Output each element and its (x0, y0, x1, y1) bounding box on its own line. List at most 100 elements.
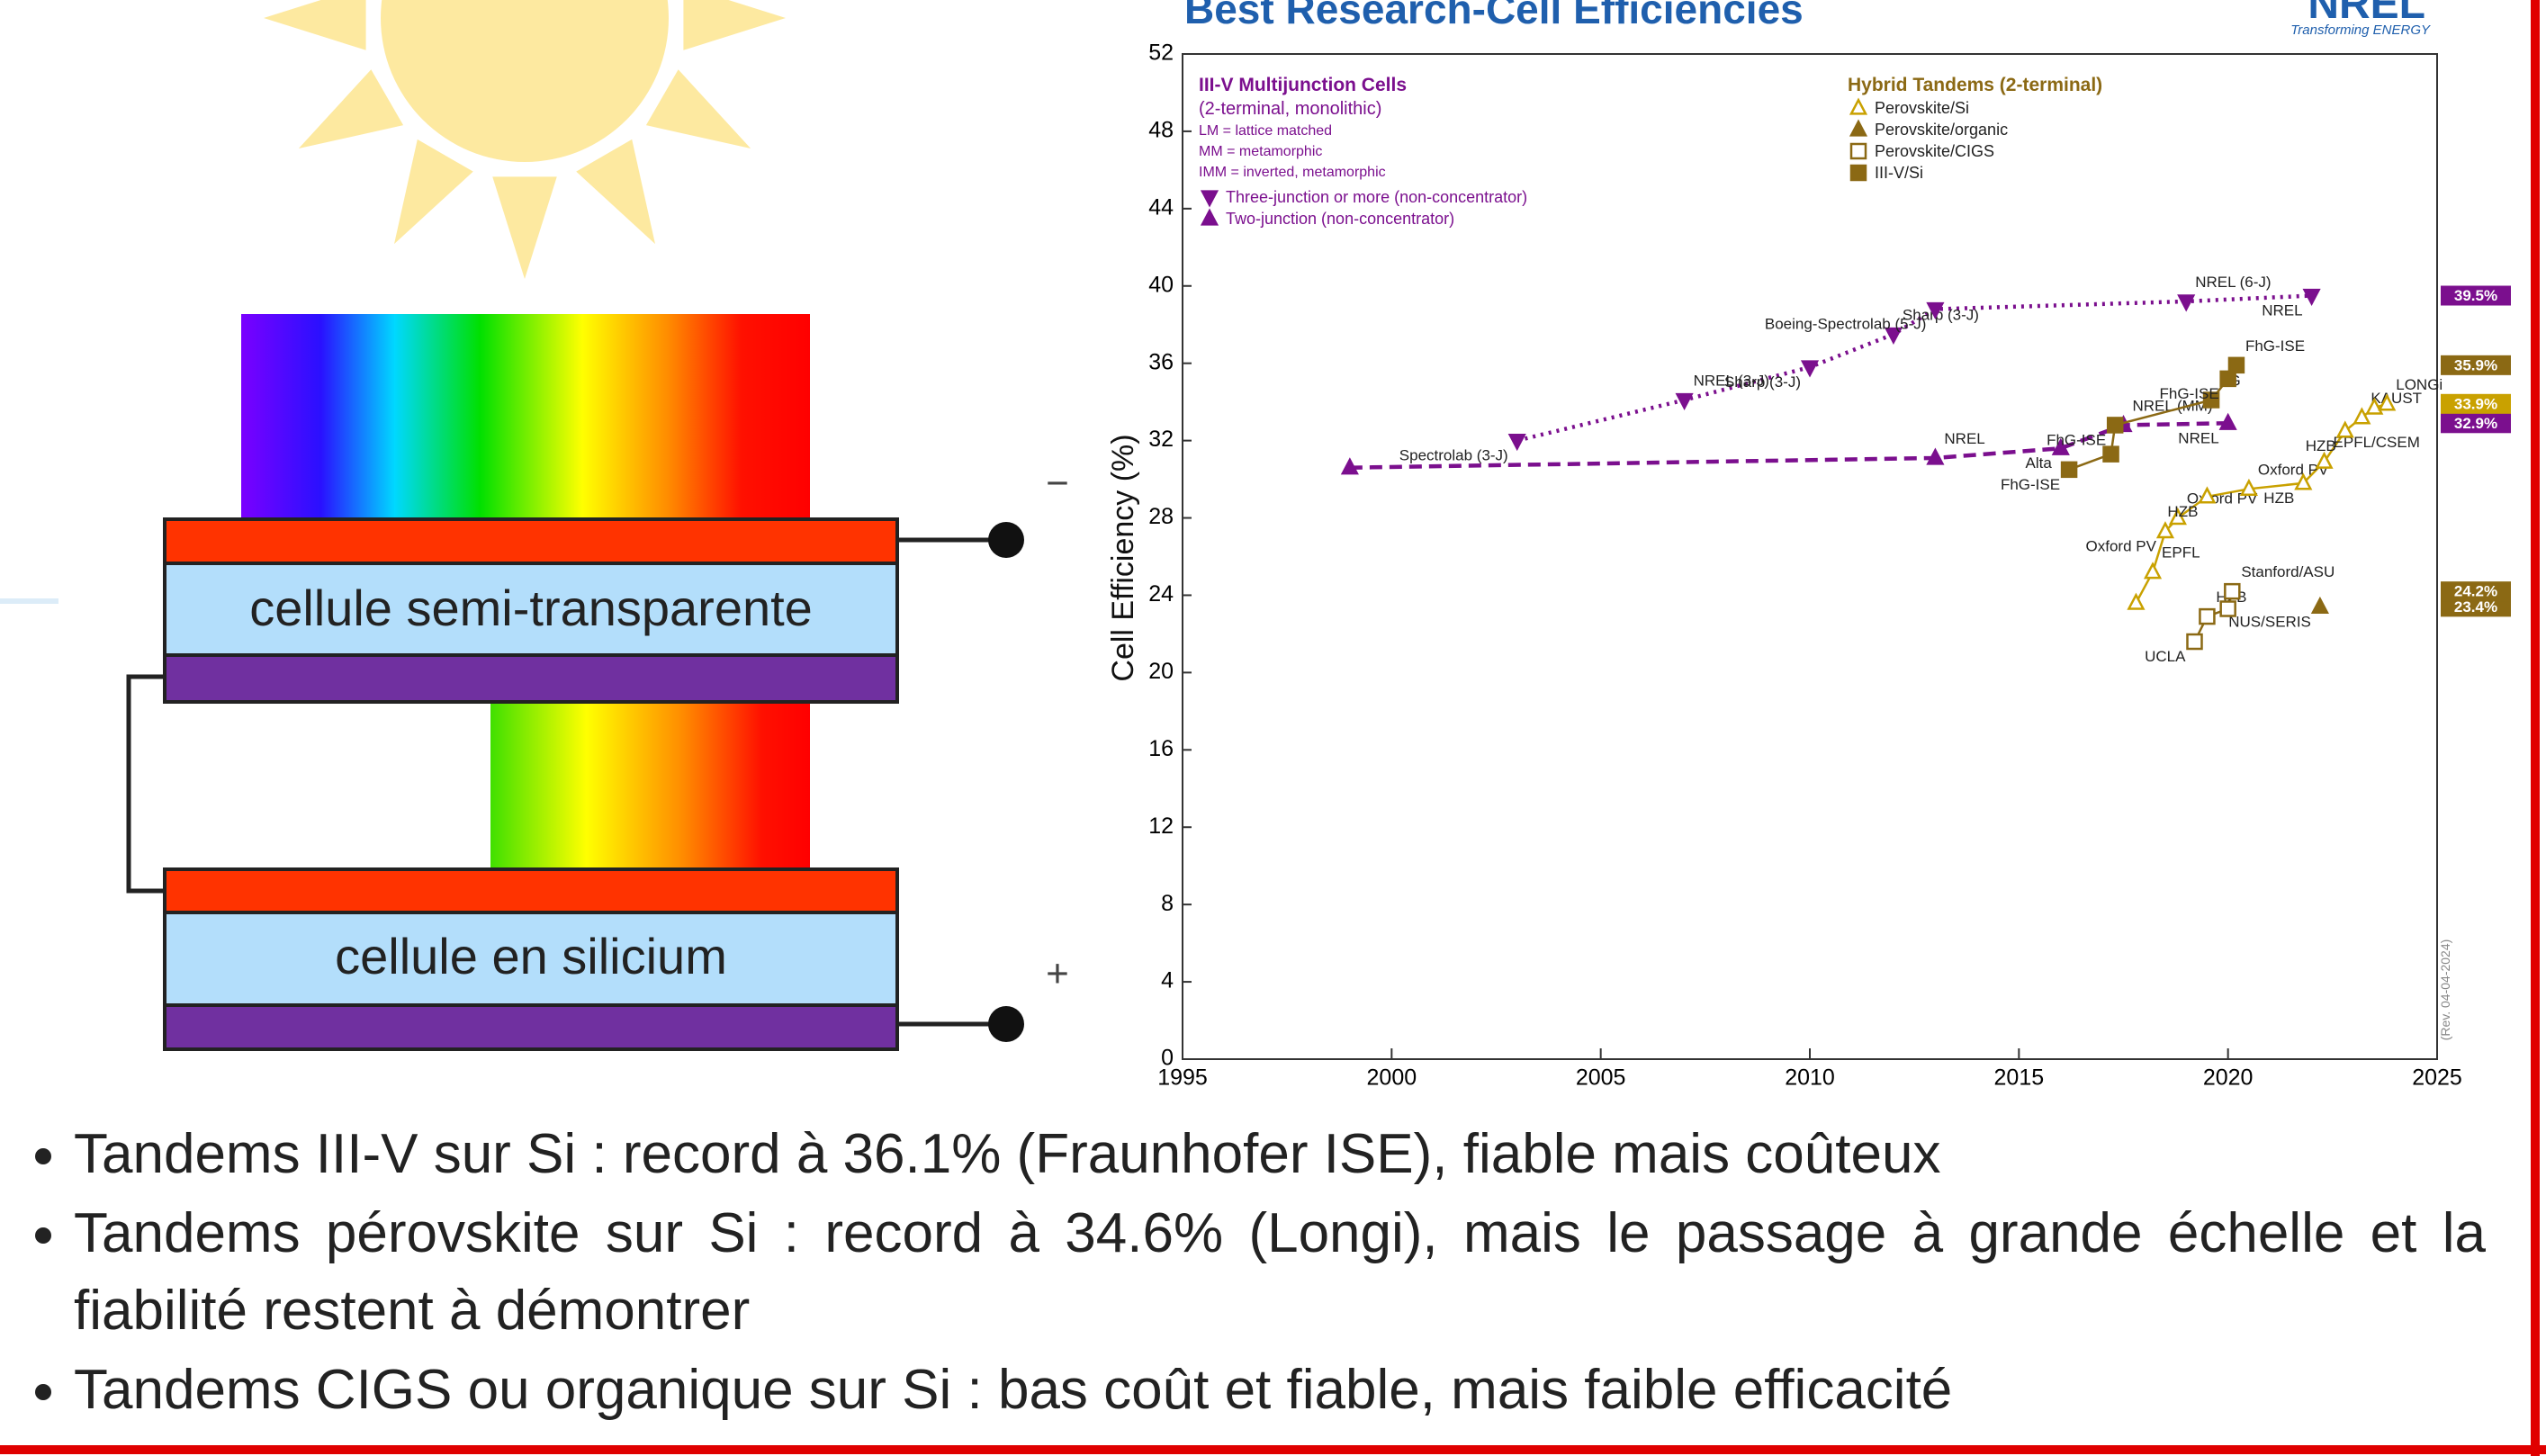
cell-layer (163, 1003, 899, 1051)
y-tick-label: 48 (1148, 118, 1174, 143)
end-tag (2441, 355, 2511, 375)
sun-icon (264, 0, 786, 279)
point-label: FhG-ISE (2160, 385, 2219, 402)
series-line (1349, 421, 2228, 470)
point-label: EPFL (2162, 544, 2200, 562)
legend-swatch (1849, 97, 1868, 115)
legend-note: LM = lattice matched (1199, 123, 1332, 139)
point-label: UCLA (2145, 648, 2186, 665)
point-label: Stanford/ASU (2241, 563, 2335, 580)
legend-swatch (1849, 119, 1868, 137)
bullet: Tandems III-V sur Si : record à 36.1% (F… (74, 1116, 2486, 1193)
cell-label: cellule en silicium (335, 928, 727, 984)
sun-ray (394, 139, 473, 245)
point-label: NREL (2178, 429, 2218, 446)
point-label: FhG-ISE (2047, 431, 2106, 448)
bottom-cell (163, 867, 899, 1051)
border (2531, 0, 2540, 1456)
data-point (2198, 486, 2217, 504)
data-point (2302, 288, 2321, 306)
legend-label: Three-junction or more (non-concentrator… (1226, 188, 1527, 206)
point-label: Sharp (3-J) (1903, 306, 1979, 323)
data-point (2102, 445, 2119, 463)
data-point (2224, 582, 2241, 600)
legend-label: Perovskite/Si (1875, 99, 1969, 117)
top-cell (163, 517, 899, 704)
sun-ray (576, 139, 655, 245)
data-point (2051, 437, 2070, 455)
point-label: FhG-ISE (2001, 476, 2060, 493)
sun-ray (683, 0, 786, 50)
point-label: Sharp (3-J) (1724, 373, 1801, 391)
bullet: Tandems pérovskite sur Si : record à 34.… (74, 1195, 2486, 1350)
data-point (2199, 607, 2216, 625)
data-point (2227, 356, 2245, 374)
border (0, 1445, 2546, 1454)
y-tick-label: 12 (1148, 813, 1174, 839)
data-point (2219, 600, 2236, 617)
data-point (2060, 461, 2078, 479)
data-point (2335, 420, 2354, 438)
point-label: NREL (3-J) (1694, 373, 1769, 390)
x-tick-label: 2015 (1994, 1065, 2045, 1091)
data-point (2127, 592, 2146, 610)
logo: NREL (2308, 0, 2425, 28)
y-tick-label: 20 (1148, 659, 1174, 684)
legend-label: Two-junction (non-concentrator) (1226, 210, 1454, 228)
data-point (2202, 391, 2220, 409)
point-label: NREL (1944, 430, 1984, 447)
end-label: 39.5% (2454, 287, 2497, 304)
legend-title: Hybrid Tandems (2-terminal) (1848, 75, 2102, 95)
data-point (1507, 433, 1526, 452)
end-tag (2441, 285, 2511, 306)
point-label: HZB (2167, 503, 2198, 520)
sun-ray (298, 69, 404, 148)
data-point (2168, 508, 2187, 526)
y-tick-label: 52 (1148, 40, 1174, 66)
data-point (2239, 478, 2258, 496)
end-tag (2441, 581, 2511, 602)
cell-layer (163, 562, 899, 657)
bullet: Tandems CIGS ou organique sur Si : bas c… (74, 1352, 2486, 1429)
point-label: NREL (6-J) (2195, 274, 2271, 291)
legend-swatch (1849, 164, 1867, 182)
end-label: 35.9% (2454, 356, 2497, 373)
end-label: 33.9% (2454, 395, 2497, 412)
cell-label: cellule semi-transparente (249, 580, 813, 636)
x-tick-label: 2020 (2203, 1065, 2254, 1091)
series-line (2193, 590, 2234, 643)
y-tick-label: 44 (1148, 194, 1174, 220)
data-point (2186, 633, 2203, 651)
cell-layer (163, 867, 899, 914)
sun-ray (264, 0, 366, 50)
point-label: HZB (2306, 437, 2336, 454)
light-spectrum (241, 314, 810, 519)
legend-label: Perovskite/organic (1875, 121, 2008, 139)
data-point (2294, 472, 2313, 490)
y-axis-label: Cell Efficiency (%) (1106, 434, 1140, 681)
legend-title: III-V Multijunction Cells (1199, 75, 1407, 95)
sun-disc (381, 0, 669, 162)
legend-label: Perovskite/CIGS (1875, 142, 1994, 160)
point-label: Oxford PV (2086, 538, 2157, 555)
point-label: FhG-ISE (2245, 337, 2305, 355)
data-point (1800, 360, 1820, 378)
data-point (1884, 327, 1903, 345)
logo-tagline: Transforming ENERGY (2290, 22, 2431, 38)
end-tag (2441, 413, 2511, 434)
revision-note: (Rev. 04-04-2024) (2438, 939, 2452, 1041)
y-tick-label: 28 (1148, 504, 1174, 529)
data-point (1340, 457, 1359, 475)
x-tick-label: 1995 (1157, 1065, 1208, 1091)
legend-note: (2-terminal, monolithic) (1199, 99, 1381, 119)
y-tick-label: 4 (1161, 968, 1174, 993)
point-label: Boeing-Spectrolab (5-J) (1765, 316, 1927, 333)
legend-swatch (1849, 142, 1867, 160)
x-tick-label: 2000 (1367, 1065, 1417, 1091)
point-label: NREL (2262, 302, 2302, 319)
y-tick-label: 40 (1148, 272, 1174, 297)
end-label: 32.9% (2454, 415, 2497, 432)
end-tag (2441, 597, 2511, 617)
